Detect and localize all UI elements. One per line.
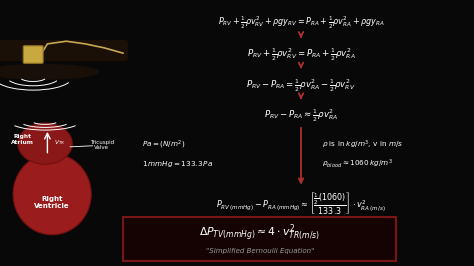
Ellipse shape — [0, 64, 100, 80]
Text: $P_{RV} + \frac{1}{2}\rho v_{RV}^{2} + \rho gy_{RV} = P_{RA} + \frac{1}{2}\rho v: $P_{RV} + \frac{1}{2}\rho v_{RV}^{2} + \… — [218, 14, 384, 31]
Text: Right
Atrium: Right Atrium — [11, 134, 34, 145]
FancyBboxPatch shape — [123, 217, 396, 261]
Text: Tricuspid
Valve: Tricuspid Valve — [90, 140, 114, 150]
Text: $\Delta P_{TV(mmHg)} \approx 4 \cdot v_{TR(m/s)}^{2}$: $\Delta P_{TV(mmHg)} \approx 4 \cdot v_{… — [199, 223, 320, 243]
Ellipse shape — [18, 123, 72, 164]
Text: $\rho$ is in $kg/m^{3}$, v in $m/s$: $\rho$ is in $kg/m^{3}$, v in $m/s$ — [322, 139, 403, 151]
Text: $1\,mmHg = 133.3\,Pa$: $1\,mmHg = 133.3\,Pa$ — [142, 159, 213, 169]
Text: $V_{TR}$: $V_{TR}$ — [54, 138, 64, 147]
Ellipse shape — [13, 154, 91, 235]
Text: $P_{RV} - P_{RA} = \frac{1}{2}\rho v_{RA}^{2} - \frac{1}{2}\rho v_{RV}^{2}$: $P_{RV} - P_{RA} = \frac{1}{2}\rho v_{RA… — [246, 77, 356, 94]
Text: Right
Ventricle: Right Ventricle — [34, 196, 70, 209]
Text: $P_{RV\,(mmHg)} - P_{RA\,(mmHg)} \approx \left[\dfrac{\frac{1}{2}(1060)}{133.3}\: $P_{RV\,(mmHg)} - P_{RA\,(mmHg)} \approx… — [216, 190, 386, 217]
Text: $Pa = (N/m^{2})$: $Pa = (N/m^{2})$ — [142, 139, 186, 151]
Text: "Simplified Bernoulli Equation": "Simplified Bernoulli Equation" — [206, 248, 314, 253]
FancyBboxPatch shape — [0, 40, 128, 61]
Text: $\rho_{blood} \approx 1060\,kg/m^{3}$: $\rho_{blood} \approx 1060\,kg/m^{3}$ — [322, 157, 393, 170]
Text: $P_{RV} - P_{RA} \approx \frac{1}{2}\rho v_{RA}^{2}$: $P_{RV} - P_{RA} \approx \frac{1}{2}\rho… — [264, 107, 338, 124]
FancyBboxPatch shape — [23, 46, 43, 63]
Text: $P_{RV} + \frac{1}{2}\rho v_{RV}^{2} = P_{RA} + \frac{1}{2}\rho v_{RA}^{2}$: $P_{RV} + \frac{1}{2}\rho v_{RV}^{2} = P… — [246, 46, 356, 63]
